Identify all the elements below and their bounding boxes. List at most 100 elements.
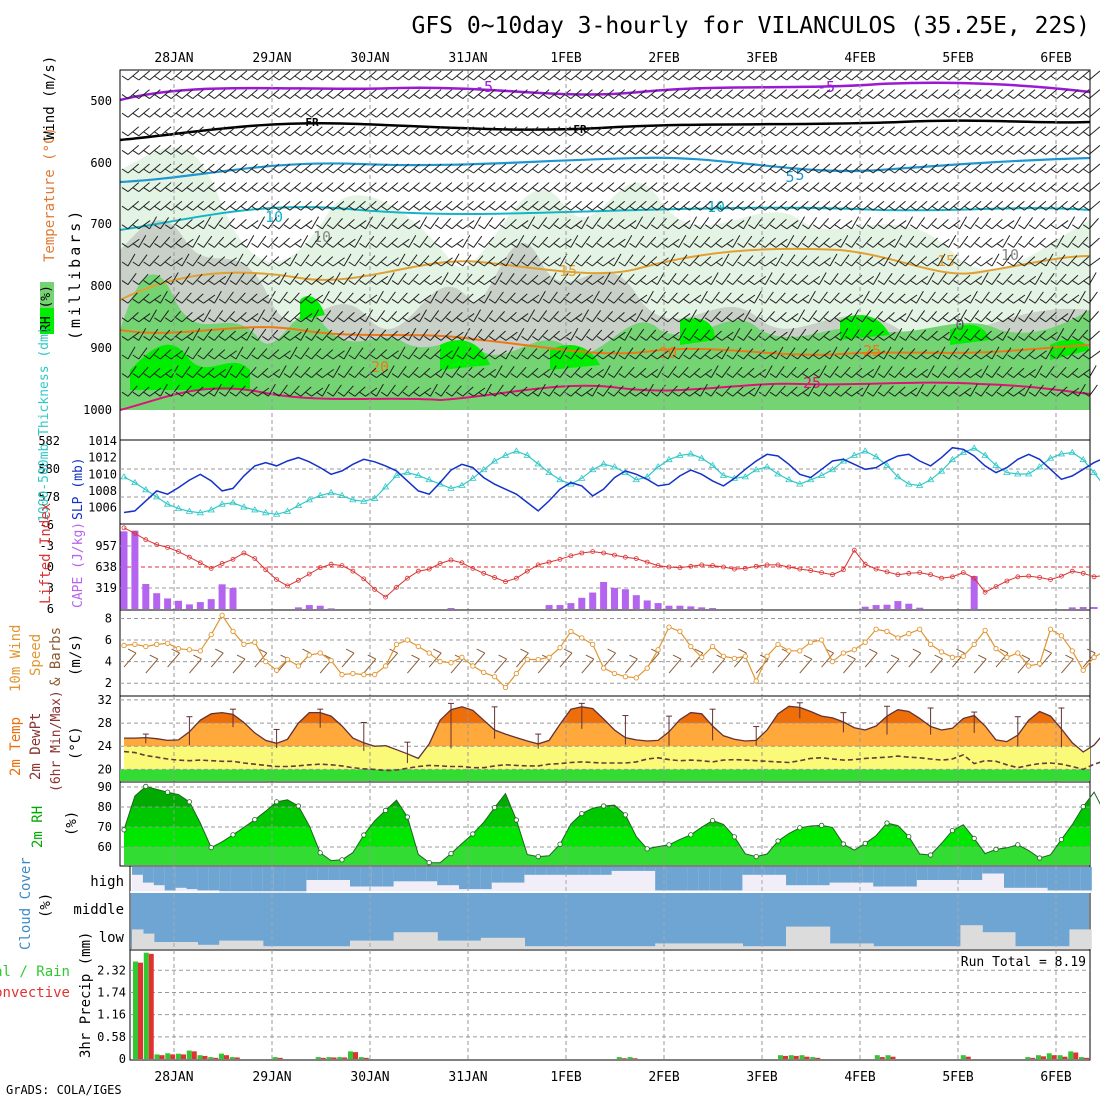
precip-convective-bar <box>804 1056 810 1059</box>
wind-barb <box>278 257 291 267</box>
thickness-line <box>123 447 1100 515</box>
low-cloud-bar <box>677 943 689 949</box>
wind-barb <box>192 366 203 378</box>
wind-barb-flag <box>542 280 550 286</box>
low-cloud-bar <box>1080 929 1092 949</box>
wind-barb <box>883 253 892 267</box>
wind-barb-flag <box>208 335 215 341</box>
wind-barb <box>656 291 666 304</box>
wind-barb <box>149 163 161 174</box>
wind-barb-flag <box>650 94 658 100</box>
cape-bar <box>447 608 455 609</box>
wind-barb <box>905 387 918 397</box>
wind-barb-flag <box>424 205 431 211</box>
wind-barb-flag <box>359 261 366 267</box>
wind-barb <box>440 291 450 304</box>
wind-barb <box>721 331 734 341</box>
lifted-index-point <box>514 575 519 581</box>
wind-barb <box>602 107 615 118</box>
wind-barb <box>192 293 204 304</box>
cape-bar <box>970 576 978 609</box>
wind-barb-flag <box>456 354 464 360</box>
wind-barb-flag <box>953 335 960 341</box>
wind-barb-flag <box>586 298 593 304</box>
wind-barb-flag <box>305 242 312 248</box>
wind-barb-flag <box>931 112 939 118</box>
low-cloud-bar <box>524 946 536 949</box>
wind-barb-flag <box>780 391 788 397</box>
wind-speed-point <box>470 663 476 669</box>
wind-barb-flag <box>197 317 204 323</box>
wind-barb <box>840 366 851 378</box>
wind-barb <box>948 220 961 230</box>
wind-barb <box>797 309 806 323</box>
wind-barb <box>1024 70 1036 81</box>
wind-barb-flag <box>434 317 442 323</box>
wind-barb <box>743 216 752 230</box>
wind-barb-flag <box>283 354 291 360</box>
wind-barb-flag <box>175 224 183 230</box>
wind-barb-flag <box>953 317 960 323</box>
wind-barb <box>635 163 647 174</box>
wind-barb <box>538 329 549 341</box>
wind-barb-flag <box>586 168 593 174</box>
wind-barb <box>667 145 680 155</box>
ylabel-speed: Speed <box>28 634 44 676</box>
wind-barb <box>700 163 712 174</box>
wind-barb <box>667 331 680 341</box>
wind-barb-flag <box>834 94 842 100</box>
wind-barb-flag <box>326 317 334 323</box>
wind-barb <box>343 385 354 397</box>
wind-barb <box>980 311 991 323</box>
wind-barb <box>267 217 278 230</box>
wind-barb-flag <box>380 131 388 137</box>
wind-barb <box>1024 329 1035 341</box>
wind-barb-flag <box>910 261 917 267</box>
wind-barb <box>1056 386 1068 397</box>
high-cloud-bar <box>437 867 449 886</box>
wind-barb <box>1034 365 1043 378</box>
low-cloud-bar <box>600 946 613 949</box>
wind-barb <box>872 311 883 323</box>
wind-barb-flag <box>175 131 183 137</box>
wind-barb <box>980 384 990 397</box>
wind-barb-flag <box>737 94 744 100</box>
wind-barb-flag <box>532 94 539 100</box>
wind-speed-point <box>611 670 618 677</box>
wind-tick: 6 <box>105 633 112 647</box>
wind-barb-flag <box>1039 168 1047 174</box>
wind-barb-flag <box>154 94 161 100</box>
wind-barb <box>289 346 298 360</box>
wind-barb-flag <box>661 391 669 397</box>
high-cloud-bar <box>753 867 765 875</box>
wind-barb <box>1034 291 1044 304</box>
wind-barb-flag <box>726 391 734 397</box>
wind-barb-flag <box>640 94 647 100</box>
wind-barb <box>473 145 485 155</box>
lifted-tick: -3 <box>40 539 54 553</box>
precip-total-bar <box>143 952 149 1059</box>
wind-barb-flag <box>175 335 183 341</box>
wind-speed-point <box>1080 667 1086 673</box>
wind-barb <box>862 145 874 155</box>
wind-barb <box>635 328 645 341</box>
wind-barb-flag <box>467 112 474 118</box>
wind-barb <box>484 89 496 99</box>
wind-barb-flag <box>197 298 204 304</box>
wind-barb <box>959 294 972 304</box>
wind-barb <box>764 365 773 378</box>
low-cloud-bar <box>208 944 220 949</box>
wind-barb <box>203 348 214 360</box>
wind-barb <box>1078 236 1089 248</box>
wind-barb-flag <box>359 149 366 155</box>
wind-barb <box>289 182 302 192</box>
wind-barb <box>797 182 809 192</box>
wind-barb-flag <box>629 168 636 174</box>
wind-barb <box>257 163 269 174</box>
wind-barb <box>322 107 334 118</box>
wind-barb-flag <box>575 149 582 155</box>
wind-barb-flag <box>197 391 204 397</box>
wind-barb-flag <box>478 317 485 323</box>
low-cloud-bar <box>230 940 242 949</box>
wind-barb-flag <box>326 298 334 304</box>
